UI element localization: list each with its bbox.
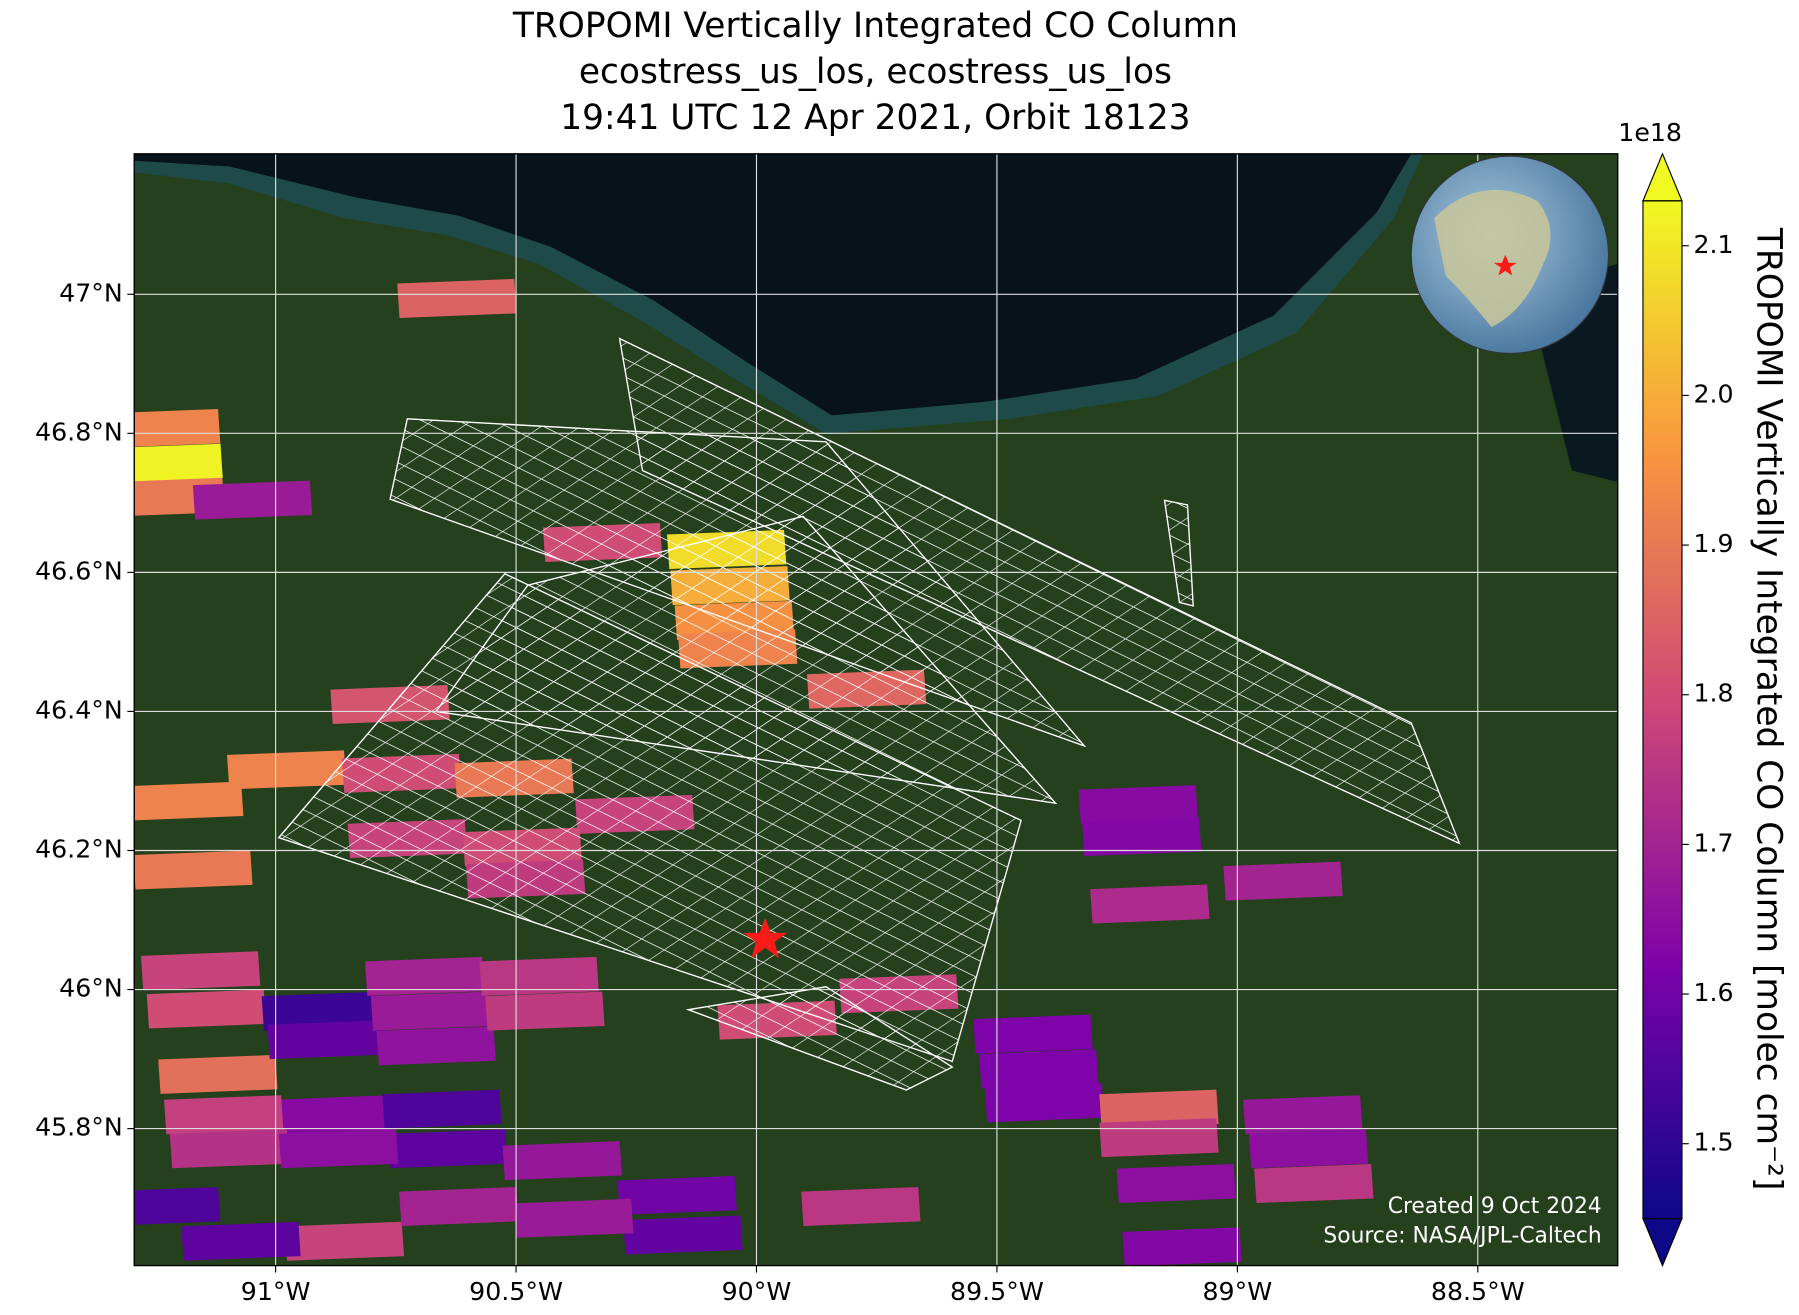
- co-pixel: [397, 278, 517, 318]
- co-pixel: [479, 956, 599, 996]
- co-pixel: [192, 480, 313, 520]
- co-pixel: [1223, 861, 1343, 901]
- globe-star: [1493, 254, 1517, 276]
- y-tick-label: 46.8°N: [35, 417, 123, 446]
- x-tick-label: 90.5°W: [469, 1277, 563, 1306]
- colorbar-fill: [1642, 200, 1682, 1219]
- co-pixel: [134, 781, 244, 821]
- co-pixel: [973, 1014, 1093, 1054]
- co-pixel: [1122, 1227, 1242, 1266]
- co-pixel: [267, 1020, 387, 1060]
- map-area: Created 9 Oct 2024 Source: NASA/JPL-Calt…: [134, 153, 1618, 1266]
- co-pixel: [1099, 1089, 1219, 1129]
- co-pixel: [1078, 785, 1198, 825]
- co-pixel: [365, 956, 485, 996]
- co-pixel: [984, 1083, 1105, 1123]
- credit: Created 9 Oct 2024: [1388, 1194, 1602, 1219]
- grid: [134, 153, 1618, 1266]
- co-pixel: [485, 991, 605, 1031]
- title-line: 19:41 UTC 12 Apr 2021, Orbit 18123: [560, 98, 1190, 138]
- continent: [1434, 189, 1551, 328]
- co-pixel: [1254, 1164, 1374, 1204]
- y-tick-label: 46.6°N: [35, 556, 123, 585]
- y-tick-label: 46.4°N: [35, 695, 123, 724]
- site-star: [743, 917, 788, 959]
- ecostress-swaths: [277, 337, 1461, 1091]
- colorbar-label: TROPOMI Vertically Integrated CO Column …: [1749, 227, 1789, 1190]
- colorbar-extend-min: [1642, 1217, 1683, 1268]
- co-pixel: [273, 1095, 393, 1135]
- co-pixel: [623, 1215, 743, 1255]
- x-tick-label: 89°W: [1203, 1277, 1273, 1306]
- co-pixel: [399, 1186, 519, 1226]
- co-pixel: [134, 850, 253, 890]
- x-tick-label: 91°W: [241, 1277, 311, 1306]
- colorbar-tick-label: 1.5: [1693, 1128, 1733, 1157]
- colorbar-tick-label: 1.8: [1693, 679, 1733, 708]
- colorbar-tick-label: 2.1: [1693, 230, 1733, 259]
- credit: Source: NASA/JPL-Caltech: [1323, 1224, 1601, 1249]
- y-tick-label: 46.2°N: [35, 834, 123, 863]
- co-pixel: [1116, 1164, 1236, 1204]
- co-pixel: [134, 443, 223, 482]
- title-line: TROPOMI Vertically Integrated CO Column: [512, 6, 1238, 46]
- colorbar: 1e18 TROPOMI Vertically Integrated CO Co…: [1618, 118, 1789, 1268]
- colorbar-tick-label: 1.6: [1693, 978, 1733, 1007]
- lake: [134, 153, 1412, 416]
- y-tick-label: 47°N: [59, 278, 123, 307]
- colorbar-exponent: 1e18: [1618, 118, 1682, 147]
- co-pixel: [1248, 1129, 1369, 1169]
- x-tick-label: 90°W: [722, 1277, 792, 1306]
- colorbar-extend-max: [1642, 152, 1683, 202]
- co-pixel: [801, 1186, 921, 1226]
- co-pixel: [502, 1141, 622, 1181]
- swath: [277, 572, 1022, 1063]
- co-pixel: [158, 1054, 278, 1094]
- colorbar-tick-label: 2.0: [1693, 379, 1733, 408]
- co-pixel: [140, 951, 261, 991]
- co-pixel: [1099, 1118, 1219, 1158]
- axes: 91°W 90.5°W 90°W 89.5°W 89°W 88.5°W 47°N 46.8°N…: [35, 278, 1525, 1306]
- co-pixel: [1243, 1095, 1363, 1135]
- co-pixel: [164, 1095, 284, 1135]
- y-tick-label: 45.8°N: [35, 1113, 123, 1142]
- y-tick-label: 46°N: [59, 974, 123, 1003]
- globe-inset: [1410, 155, 1610, 355]
- co-pixel: [370, 991, 491, 1031]
- co-pixel: [181, 1221, 301, 1261]
- title-line: ecostress_us_los, ecostress_us_los: [579, 52, 1172, 92]
- co-pixel: [1090, 884, 1210, 924]
- co-pixel: [388, 1129, 508, 1169]
- co-pixel: [134, 408, 221, 447]
- swath: [685, 986, 954, 1091]
- co-pixel: [227, 750, 347, 790]
- colorbar-frame: [1642, 200, 1683, 1220]
- co-pixel: [278, 1129, 399, 1169]
- co-pixel: [979, 1049, 1099, 1089]
- co-pixel: [284, 1221, 405, 1261]
- map-frame: [133, 153, 1619, 1267]
- colorbar-tick-label: 1.9: [1693, 529, 1733, 558]
- swath: [1163, 499, 1194, 607]
- colorbar-tick-label: 1.7: [1693, 828, 1733, 857]
- x-tick-label: 89.5°W: [950, 1277, 1044, 1306]
- co-pixel: [169, 1129, 290, 1169]
- x-tick-label: 88.5°W: [1431, 1277, 1525, 1306]
- co-pixel: [376, 1026, 496, 1066]
- co-pixel: [617, 1175, 737, 1215]
- co-pixel: [1082, 817, 1202, 857]
- co-pixel: [261, 991, 381, 1031]
- co-pixel: [382, 1089, 502, 1129]
- co-pixel: [146, 989, 267, 1029]
- co-pixel: [134, 1186, 221, 1225]
- co-pixel: [514, 1198, 634, 1238]
